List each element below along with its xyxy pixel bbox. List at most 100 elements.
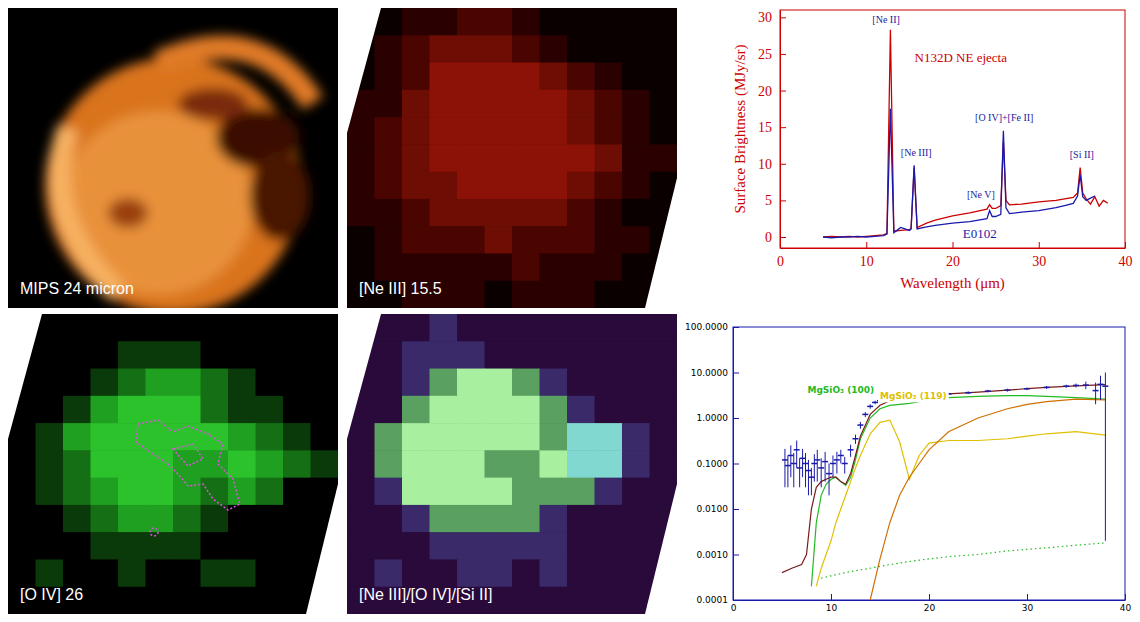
pixel bbox=[347, 199, 375, 227]
pixel bbox=[402, 172, 430, 200]
tick-mark bbox=[1027, 594, 1028, 600]
pixel bbox=[146, 478, 174, 506]
pixel bbox=[430, 314, 458, 342]
pixel bbox=[457, 532, 485, 560]
pixel bbox=[595, 226, 623, 254]
pixel bbox=[283, 478, 311, 506]
pixel bbox=[228, 369, 256, 397]
pixel bbox=[485, 63, 513, 91]
pixel bbox=[228, 423, 256, 451]
pixel bbox=[118, 505, 146, 533]
tick: 0.1000 bbox=[697, 459, 740, 469]
pixel bbox=[650, 369, 678, 397]
pixel bbox=[63, 396, 91, 424]
tick-label: 0.0001 bbox=[697, 595, 729, 605]
pixel bbox=[375, 199, 403, 227]
pixel bbox=[173, 369, 201, 397]
data-point bbox=[1093, 390, 1099, 392]
pixel bbox=[512, 172, 540, 200]
pixel bbox=[540, 63, 568, 91]
pixel bbox=[512, 450, 540, 478]
pixel bbox=[228, 532, 256, 560]
pixel bbox=[347, 117, 375, 145]
pixel bbox=[650, 450, 678, 478]
data-point bbox=[857, 424, 863, 426]
pixel bbox=[457, 253, 485, 281]
tick: 25 bbox=[758, 47, 786, 62]
data-point bbox=[814, 459, 820, 461]
pixel bbox=[567, 63, 595, 91]
pixel bbox=[540, 172, 568, 200]
data-point bbox=[1083, 384, 1089, 386]
series-line bbox=[811, 396, 1105, 587]
label-patch bbox=[805, 384, 876, 396]
pixel bbox=[595, 90, 623, 118]
tick: 10.0000 bbox=[691, 368, 739, 378]
pixel bbox=[540, 478, 568, 506]
pixel bbox=[146, 505, 174, 533]
pixel bbox=[622, 369, 650, 397]
pixel bbox=[256, 505, 284, 533]
data-point bbox=[788, 455, 794, 457]
pixel bbox=[622, 314, 650, 342]
footprint-edge bbox=[306, 484, 338, 614]
pixel bbox=[375, 532, 403, 560]
tick: 40 bbox=[1120, 594, 1132, 613]
pixel bbox=[347, 423, 375, 451]
pixel bbox=[540, 8, 568, 36]
pixel bbox=[173, 423, 201, 451]
pixel bbox=[457, 396, 485, 424]
error-bar bbox=[836, 452, 837, 474]
image-background bbox=[8, 314, 338, 614]
series-label: MgSiO₃ (119) bbox=[880, 391, 947, 401]
pixel bbox=[201, 587, 229, 614]
tick: 0 bbox=[765, 230, 786, 245]
contour bbox=[136, 420, 240, 510]
pixel bbox=[402, 369, 430, 397]
pixel bbox=[567, 8, 595, 36]
pixel bbox=[91, 559, 119, 587]
series-line bbox=[870, 399, 1105, 600]
error-bar bbox=[844, 457, 845, 474]
pixel bbox=[457, 35, 485, 63]
data-point bbox=[985, 390, 991, 392]
tick-label: 30 bbox=[1032, 254, 1046, 269]
error-bar bbox=[814, 454, 815, 481]
pixel bbox=[540, 559, 568, 587]
pixel bbox=[118, 450, 146, 478]
data-point bbox=[794, 449, 800, 451]
pixel bbox=[430, 63, 458, 91]
pixel bbox=[457, 117, 485, 145]
pixel bbox=[375, 90, 403, 118]
pixel bbox=[512, 35, 540, 63]
pixel bbox=[311, 396, 339, 424]
data-point bbox=[785, 465, 791, 467]
error-bar bbox=[811, 468, 812, 495]
pixel bbox=[567, 450, 595, 478]
pixel bbox=[457, 314, 485, 342]
pixel bbox=[375, 144, 403, 172]
error-bar bbox=[787, 455, 788, 487]
pixel bbox=[375, 341, 403, 369]
label-patch bbox=[878, 390, 949, 402]
tick-label: 0.0100 bbox=[697, 504, 729, 514]
data-point bbox=[965, 392, 971, 394]
axis-title: Surface Brightness (MJy/sr) bbox=[732, 44, 749, 213]
image-content bbox=[8, 314, 338, 614]
pixel bbox=[375, 369, 403, 397]
pixel bbox=[430, 199, 458, 227]
pixel bbox=[311, 450, 339, 478]
pixel bbox=[118, 341, 146, 369]
tick: 30 bbox=[1032, 242, 1046, 269]
chart: MgSiO₃ (100)MgSiO₃ (119)0102030400.00010… bbox=[685, 322, 1131, 613]
pixel bbox=[283, 423, 311, 451]
pixel bbox=[457, 281, 485, 308]
pixel bbox=[485, 144, 513, 172]
tick-label: 0 bbox=[765, 230, 772, 245]
series-label: E0102 bbox=[963, 226, 997, 241]
pixel bbox=[457, 90, 485, 118]
pixel bbox=[512, 8, 540, 36]
tick-mark bbox=[780, 164, 786, 165]
pixel bbox=[402, 144, 430, 172]
pixel bbox=[402, 314, 430, 342]
